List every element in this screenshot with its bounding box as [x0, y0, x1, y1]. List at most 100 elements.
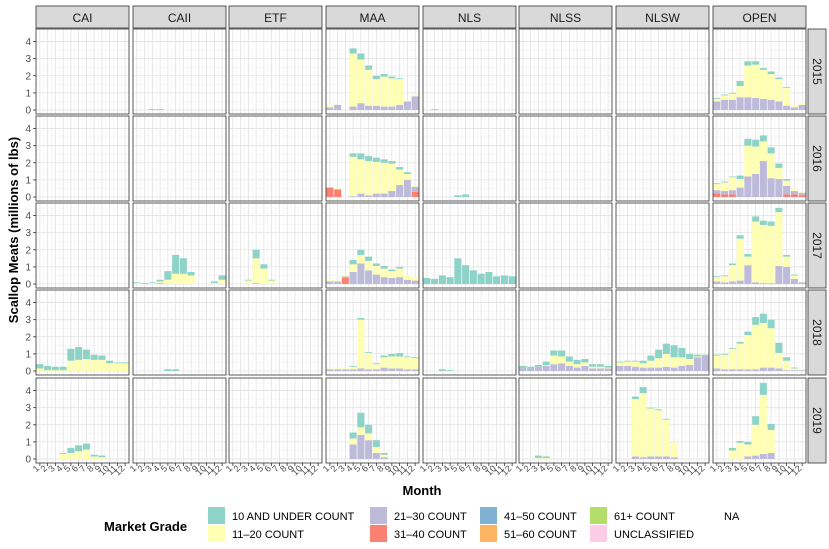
x-tick-label: 9	[770, 463, 781, 474]
legend-label: 31–40 COUNT	[394, 529, 467, 541]
bar-segment	[798, 104, 806, 110]
x-tick-label: 2	[231, 463, 242, 474]
bar-segment	[357, 435, 365, 459]
bar-segment	[721, 275, 729, 277]
x-tick-label: 1	[321, 463, 332, 474]
legend-label: 11–20 COUNT	[232, 529, 304, 541]
bar-segment	[98, 455, 106, 458]
bar-segment	[558, 350, 566, 357]
facet-strip-label: NLSW	[645, 11, 680, 25]
x-tick-label: 3	[626, 463, 637, 474]
bar-segment	[396, 353, 404, 357]
bar-segment	[736, 280, 744, 284]
x-tick-label: 7	[657, 463, 668, 474]
bar-segment	[798, 192, 806, 196]
bar-segment	[693, 354, 701, 357]
bar-segment	[357, 193, 365, 197]
bar-segment	[759, 453, 767, 459]
legend-title: Market Grade	[104, 519, 187, 534]
bar-segment	[141, 283, 149, 284]
y-tick-label: 2	[25, 71, 31, 82]
bar-segment	[380, 357, 388, 368]
panel-border	[132, 289, 227, 376]
y-tick-label: 0	[25, 367, 31, 378]
bar-segment	[67, 447, 75, 454]
panel-border	[228, 289, 323, 376]
bar-segment	[75, 359, 83, 371]
bar-segment	[721, 94, 729, 96]
panel-border	[422, 202, 517, 289]
bar-segment	[365, 352, 373, 354]
bar-segment	[113, 362, 121, 364]
bar-segment	[534, 366, 542, 371]
bar-segment	[767, 453, 775, 459]
bar-segment	[431, 109, 439, 110]
bar-segment	[75, 445, 83, 452]
bar-segment	[357, 427, 365, 436]
x-tick-label: 6	[262, 463, 273, 474]
y-axis-title: Scallop Meats (millions of lbs)	[6, 137, 21, 323]
x-tick-label: 1	[611, 463, 622, 474]
facet-row-label: 2017	[810, 232, 824, 259]
bar-segment	[542, 458, 550, 459]
bar-segment	[357, 368, 365, 371]
bar-segment	[164, 369, 172, 371]
bar-segment	[752, 139, 760, 147]
panel-border	[422, 115, 517, 202]
bar-segment	[411, 358, 419, 370]
bar-segment	[647, 367, 655, 371]
bar-segment	[388, 269, 396, 272]
bar-segment	[693, 356, 701, 358]
bar-segment	[759, 394, 767, 454]
facet-strip-label: ETF	[264, 11, 287, 25]
bar-segment	[713, 277, 721, 282]
bar-segment	[477, 273, 485, 284]
x-tick-label: 12	[209, 463, 223, 477]
panel-border	[615, 28, 710, 115]
bar-segment	[759, 220, 767, 225]
bar-segment	[527, 366, 535, 369]
x-tick-label: 7	[560, 463, 571, 474]
bar-segment	[728, 263, 736, 266]
y-tick-label: 4	[25, 386, 31, 397]
legend-label: 61+ COUNT	[614, 511, 675, 523]
bar-segment	[767, 147, 775, 154]
bar-segment	[759, 283, 767, 284]
bar-segment	[662, 353, 670, 367]
bar-segment	[783, 185, 791, 195]
bar-segment	[133, 282, 141, 284]
bar-segment	[744, 138, 752, 146]
x-tick-label: 1	[708, 463, 719, 474]
bar-segment	[411, 94, 419, 97]
bar-segment	[326, 104, 334, 108]
bar-segment	[82, 359, 90, 371]
y-tick-label: 4	[25, 124, 31, 135]
bar-segment	[759, 135, 767, 142]
facet-strip	[518, 5, 613, 29]
bar-segment	[624, 360, 632, 362]
bar-segment	[655, 410, 663, 457]
x-tick-label: 6	[649, 463, 660, 474]
bar-segment	[767, 221, 775, 226]
x-tick-label: 3	[143, 463, 154, 474]
bar-segment	[701, 355, 709, 371]
bar-segment	[736, 86, 744, 98]
bar-segment	[736, 238, 744, 281]
bar-segment	[59, 370, 67, 371]
bar-segment	[67, 360, 75, 371]
bar-segment	[334, 104, 342, 110]
bar-segment	[357, 53, 365, 60]
bar-segment	[44, 370, 52, 371]
bar-segment	[349, 365, 357, 367]
bar-segment	[542, 365, 550, 366]
panel-border	[712, 377, 807, 464]
bar-segment	[550, 350, 558, 356]
bar-segment	[744, 331, 752, 336]
bar-segment	[268, 279, 276, 281]
bar-segment	[411, 278, 419, 281]
bar-segment	[759, 367, 767, 371]
bar-segment	[662, 418, 670, 420]
bar-segment	[396, 185, 404, 197]
x-tick-label: 3	[46, 463, 57, 474]
